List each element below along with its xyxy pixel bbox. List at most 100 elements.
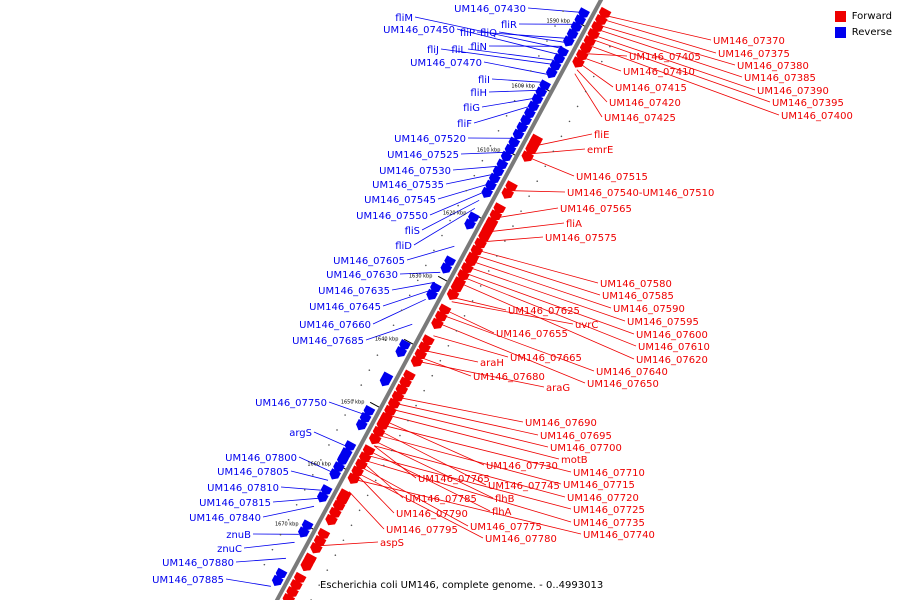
legend-label-forward: Forward bbox=[851, 10, 892, 22]
reverse-gene-label: UM146_07430 bbox=[454, 4, 526, 15]
reverse-gene-label: fliF bbox=[457, 119, 472, 130]
tick-label: 1670 kbp bbox=[275, 521, 299, 527]
spoke-dot bbox=[303, 489, 306, 491]
reverse-leader bbox=[488, 89, 539, 93]
legend-item-forward: Forward bbox=[834, 8, 892, 24]
spoke-dot bbox=[465, 189, 468, 192]
forward-leader bbox=[386, 421, 485, 466]
forward-gene bbox=[359, 451, 372, 463]
forward-gene-label: fliA bbox=[566, 219, 582, 230]
reverse-gene-label: fliS bbox=[405, 226, 420, 237]
forward-leader bbox=[603, 19, 717, 54]
forward-gene bbox=[300, 554, 316, 571]
forward-gene bbox=[470, 244, 484, 256]
spoke-dot bbox=[457, 204, 459, 207]
tick-label: 1650 kbp bbox=[341, 399, 365, 405]
reverse-gene-label: fliR bbox=[501, 20, 517, 31]
reverse-gene bbox=[527, 100, 540, 112]
forward-gene-label: uvrC bbox=[575, 320, 598, 331]
forward-leader bbox=[574, 73, 603, 118]
reverse-leader bbox=[391, 281, 435, 291]
forward-gene bbox=[505, 180, 518, 192]
reverse-gene bbox=[500, 150, 513, 162]
reverse-gene-label: fliP bbox=[460, 28, 475, 39]
spoke-dot bbox=[358, 509, 361, 512]
forward-gene bbox=[293, 571, 307, 584]
reverse-leader bbox=[225, 578, 271, 587]
reverse-gene bbox=[359, 411, 372, 424]
reverse-leader bbox=[491, 78, 543, 83]
reverse-gene bbox=[468, 211, 480, 223]
reverse-gene-label: fliG bbox=[463, 103, 480, 114]
reverse-gene-label: UM146_07530 bbox=[379, 166, 451, 177]
forward-leader bbox=[511, 190, 566, 193]
forward-gene bbox=[461, 262, 474, 274]
reverse-leader bbox=[429, 191, 484, 216]
reverse-gene-label: fliD bbox=[395, 241, 412, 252]
forward-gene bbox=[526, 133, 543, 153]
spoke-dot bbox=[536, 180, 539, 183]
spoke-dot bbox=[336, 429, 338, 431]
forward-gene-label: UM146_07785 bbox=[405, 494, 477, 505]
spoke-dot bbox=[447, 344, 450, 347]
reverse-leader bbox=[313, 431, 347, 447]
reverse-leader bbox=[437, 183, 488, 200]
forward-gene bbox=[501, 187, 515, 199]
forward-gene bbox=[457, 269, 470, 281]
spoke-dot bbox=[287, 518, 290, 521]
forward-gene-label: UM146_07740 bbox=[583, 530, 655, 541]
forward-gene-label: UM146_07665 bbox=[510, 353, 582, 364]
reverse-gene bbox=[363, 404, 376, 417]
reverse-gene bbox=[355, 419, 368, 431]
spoke-dot bbox=[384, 339, 387, 342]
reverse-gene bbox=[545, 67, 558, 79]
reverse-leader bbox=[406, 245, 455, 261]
legend: Forward Reverse bbox=[834, 8, 892, 40]
forward-gene bbox=[418, 341, 431, 353]
spoke-dot bbox=[441, 234, 443, 237]
reverse-leader bbox=[298, 456, 333, 473]
forward-gene bbox=[286, 585, 299, 598]
forward-gene-label: motB bbox=[561, 455, 588, 466]
forward-leader bbox=[433, 335, 509, 358]
spoke-dot bbox=[530, 70, 532, 72]
tick-mark bbox=[437, 275, 448, 282]
forward-gene-label: UM146_07720 bbox=[567, 493, 639, 504]
forward-gene bbox=[474, 237, 487, 249]
forward-gene-label: UM146_07405 bbox=[629, 52, 701, 63]
forward-leader bbox=[531, 148, 586, 155]
spoke-dot bbox=[415, 404, 417, 407]
forward-gene-label: araG bbox=[546, 383, 570, 394]
forward-leader bbox=[451, 301, 574, 325]
forward-gene-label: UM146_07585 bbox=[602, 291, 674, 302]
forward-gene bbox=[414, 348, 428, 360]
reverse-leader bbox=[445, 173, 494, 185]
forward-gene bbox=[598, 6, 612, 19]
tick-label: 1640 kbp bbox=[375, 336, 399, 342]
spoke-dot bbox=[399, 434, 401, 437]
reverse-gene bbox=[531, 93, 544, 105]
forward-leader bbox=[476, 255, 601, 296]
tick-label: 1630 kbp bbox=[409, 273, 433, 279]
forward-gene bbox=[403, 369, 416, 381]
forward-gene bbox=[521, 150, 534, 162]
forward-gene bbox=[329, 506, 342, 519]
forward-gene-label: UM146_07420 bbox=[609, 98, 681, 109]
forward-gene bbox=[450, 281, 464, 293]
forward-gene-label: UM146_07600 bbox=[636, 330, 708, 341]
forward-gene bbox=[489, 209, 503, 221]
reverse-gene bbox=[566, 28, 579, 40]
forward-gene bbox=[347, 472, 361, 484]
forward-gene-label: UM146_07745 bbox=[488, 481, 560, 492]
forward-gene bbox=[310, 541, 323, 554]
forward-gene bbox=[384, 404, 397, 417]
forward-gene-label: UM146_07565 bbox=[560, 204, 632, 215]
forward-leader bbox=[605, 15, 712, 41]
reverse-gene bbox=[508, 136, 521, 148]
reverse-gene-label: fliI bbox=[478, 75, 490, 86]
forward-leader bbox=[479, 250, 599, 284]
forward-leader bbox=[583, 57, 622, 72]
forward-leader bbox=[390, 415, 560, 460]
forward-gene bbox=[481, 218, 498, 237]
spoke-dot bbox=[471, 300, 474, 302]
